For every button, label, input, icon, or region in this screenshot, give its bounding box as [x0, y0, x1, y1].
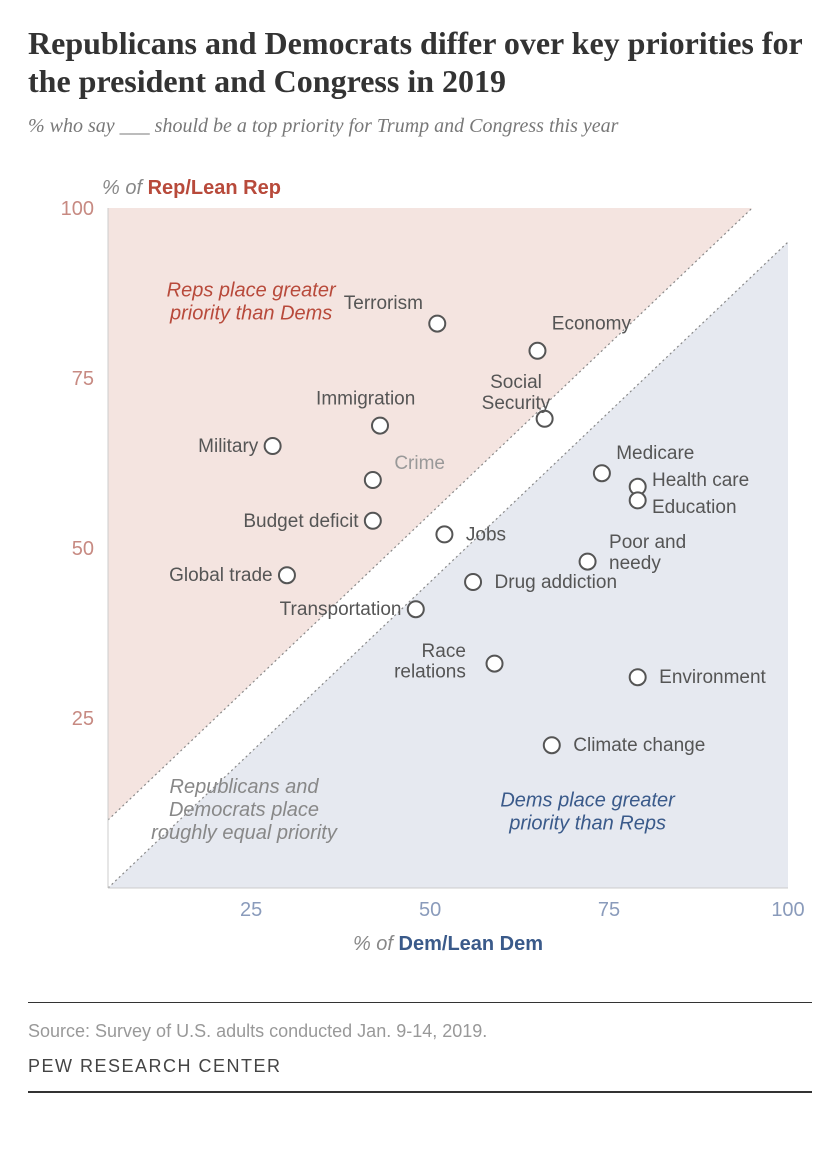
y-axis-title: % of Rep/Lean Rep: [102, 177, 281, 199]
data-point: [630, 492, 646, 508]
y-tick: 75: [72, 368, 94, 390]
data-point: [279, 567, 295, 583]
point-label: SocialSecurity: [482, 372, 551, 414]
data-point: [594, 465, 610, 481]
point-label: Immigration: [316, 388, 415, 409]
source-note: Source: Survey of U.S. adults conducted …: [28, 1021, 812, 1042]
x-tick: 50: [419, 899, 441, 921]
point-label: Medicare: [616, 443, 694, 464]
data-point: [408, 601, 424, 617]
x-tick: 100: [771, 899, 804, 921]
point-label: Jobs: [466, 524, 506, 545]
x-axis-title: % of Dem/Lean Dem: [353, 933, 543, 955]
point-label: Military: [198, 436, 259, 457]
data-point: [630, 669, 646, 685]
point-label: Education: [652, 497, 737, 518]
data-point: [429, 315, 445, 331]
divider-top: [28, 1002, 812, 1003]
brand: PEW RESEARCH CENTER: [28, 1056, 812, 1077]
y-tick: 25: [72, 708, 94, 730]
point-label: Economy: [552, 313, 632, 334]
point-label: Drug addiction: [495, 572, 618, 593]
divider-bottom: [28, 1091, 812, 1093]
data-point: [365, 513, 381, 529]
rep-region-label: Reps place greaterpriority than Dems: [167, 279, 337, 324]
data-point: [365, 472, 381, 488]
point-label: Transportation: [280, 599, 402, 620]
x-tick: 25: [240, 899, 262, 921]
data-point: [544, 737, 560, 753]
point-label: Global trade: [169, 565, 273, 586]
subtitle: % who say ___ should be a top priority f…: [28, 115, 812, 138]
chart-svg: 25 50 75 100 25 50 75 100 % of Rep/Lean Rep % of …: [28, 168, 808, 988]
point-label: Crime: [394, 453, 445, 474]
point-label: Environment: [659, 667, 766, 688]
point-label: Budget deficit: [243, 511, 359, 532]
scatter-chart: 25 50 75 100 25 50 75 100 % of Rep/Lean Rep % of …: [28, 168, 808, 988]
x-tick: 75: [598, 899, 620, 921]
data-point: [436, 526, 452, 542]
point-label: Climate change: [573, 735, 705, 756]
data-point: [487, 655, 503, 671]
data-point: [372, 417, 388, 433]
data-point: [465, 574, 481, 590]
page-title: Republicans and Democrats differ over ke…: [28, 24, 812, 101]
data-point: [580, 553, 596, 569]
y-tick: 50: [72, 538, 94, 560]
dem-region-label: Dems place greaterpriority than Reps: [500, 789, 676, 834]
y-tick: 100: [61, 198, 94, 220]
data-point: [529, 343, 545, 359]
equal-region-label: Republicans andDemocrats placeroughly eq…: [151, 776, 338, 844]
data-point: [265, 438, 281, 454]
point-label: Terrorism: [344, 293, 423, 314]
point-label: Health care: [652, 470, 749, 491]
